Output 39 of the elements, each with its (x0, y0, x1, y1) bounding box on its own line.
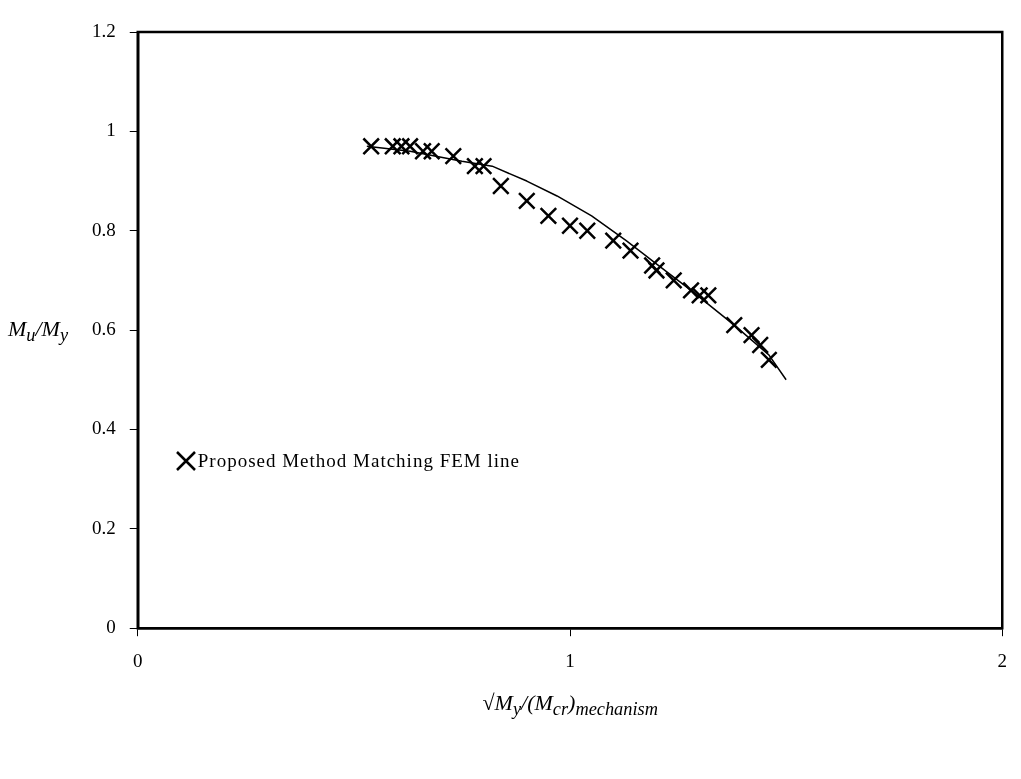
y-tick-label: 0.4 (92, 417, 117, 439)
point (647, 261, 666, 280)
point (474, 157, 493, 176)
point (539, 206, 558, 225)
point (725, 316, 744, 335)
point (682, 281, 701, 300)
point (392, 137, 411, 156)
point (422, 142, 441, 161)
x-tick-label: 1 (565, 649, 575, 671)
point (517, 191, 536, 210)
point (578, 221, 597, 240)
y-tick-label: 1.2 (92, 19, 116, 41)
point (362, 137, 381, 156)
point (444, 147, 463, 166)
point (759, 350, 778, 369)
point (491, 176, 510, 196)
point (742, 326, 761, 345)
point (560, 216, 580, 235)
x-tick-label: 2 (997, 649, 1007, 671)
y-tick-label: 0 (106, 616, 116, 638)
point (690, 286, 709, 305)
point (465, 157, 484, 176)
point (401, 137, 420, 156)
point (621, 241, 640, 260)
x-axis-title: √M$_{y}$/(M$_{cr}$)$_{mechanism}$ (482, 690, 658, 721)
x-tick-label: 0 (133, 649, 143, 671)
y-tick-label: 0.8 (92, 218, 116, 240)
point (643, 256, 662, 275)
y-tick-label: 1 (106, 119, 116, 141)
point (604, 231, 623, 250)
point (414, 142, 433, 161)
y-axis-title: M$_{u}$/M$_{y}$ (8, 316, 69, 347)
point (664, 271, 683, 290)
point (751, 335, 770, 355)
y-tick-label: 0.6 (92, 318, 116, 340)
point (383, 137, 402, 156)
legend-label: Proposed Method Matching FEM line (197, 450, 520, 473)
point (699, 286, 718, 305)
y-tick-label: 0.2 (92, 516, 116, 538)
